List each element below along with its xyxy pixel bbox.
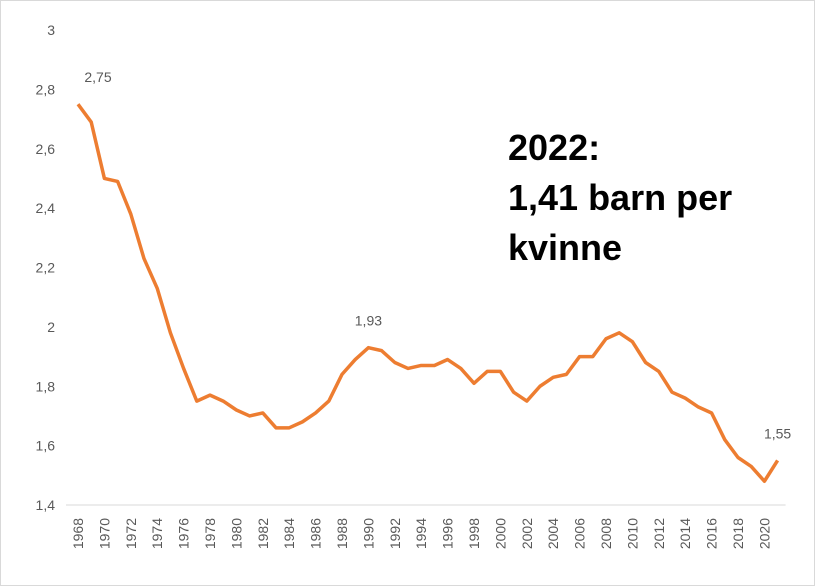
x-tick-label: 1980 [228,518,244,549]
annotation: kvinne [508,227,622,268]
x-tick-label: 1996 [440,518,456,549]
y-tick-label: 1,6 [36,438,56,454]
y-tick-label: 2,6 [36,141,56,157]
x-tick-label: 1982 [255,518,271,549]
y-tick-label: 1,4 [36,497,56,513]
y-tick-label: 3 [47,22,55,38]
y-tick-label: 2 [47,319,55,335]
x-tick-label: 1988 [334,518,350,549]
x-tick-label: 1998 [466,518,482,549]
data-label: 2,75 [84,69,111,85]
x-tick-label: 2006 [572,518,588,549]
x-tick-label: 1984 [281,518,297,549]
data-label: 1,55 [764,425,791,441]
x-tick-label: 2010 [624,518,640,549]
x-tick-label: 2004 [545,518,561,549]
x-tick-label: 1992 [387,518,403,549]
x-tick-label: 1994 [413,518,429,549]
data-line [76,103,780,483]
x-tick-label: 1972 [123,518,139,549]
data-label: 1,93 [355,313,382,329]
x-tick-label: 1990 [360,518,376,549]
x-tick-label: 1968 [70,518,86,549]
x-tick-label: 1978 [202,518,218,549]
x-tick-label: 1986 [308,518,324,549]
x-tick-label: 1970 [96,518,112,549]
x-tick-label: 2012 [651,518,667,549]
annotation: 1,41 barn per [508,177,732,218]
x-tick-label: 2018 [730,518,746,549]
y-tick-label: 2,2 [36,260,56,276]
y-tick-label: 2,4 [36,200,56,216]
y-tick-label: 1,8 [36,378,56,394]
x-tick-label: 2016 [704,518,720,549]
y-tick-label: 2,8 [36,81,56,97]
x-tick-label: 2002 [519,518,535,549]
x-tick-label: 2020 [756,518,772,549]
x-tick-label: 2014 [677,518,693,549]
x-tick-label: 2000 [492,518,508,549]
x-tick-label: 1974 [149,518,165,549]
annotation: 2022: [508,127,600,168]
x-tick-label: 2008 [598,518,614,549]
x-tick-label: 1976 [176,518,192,549]
